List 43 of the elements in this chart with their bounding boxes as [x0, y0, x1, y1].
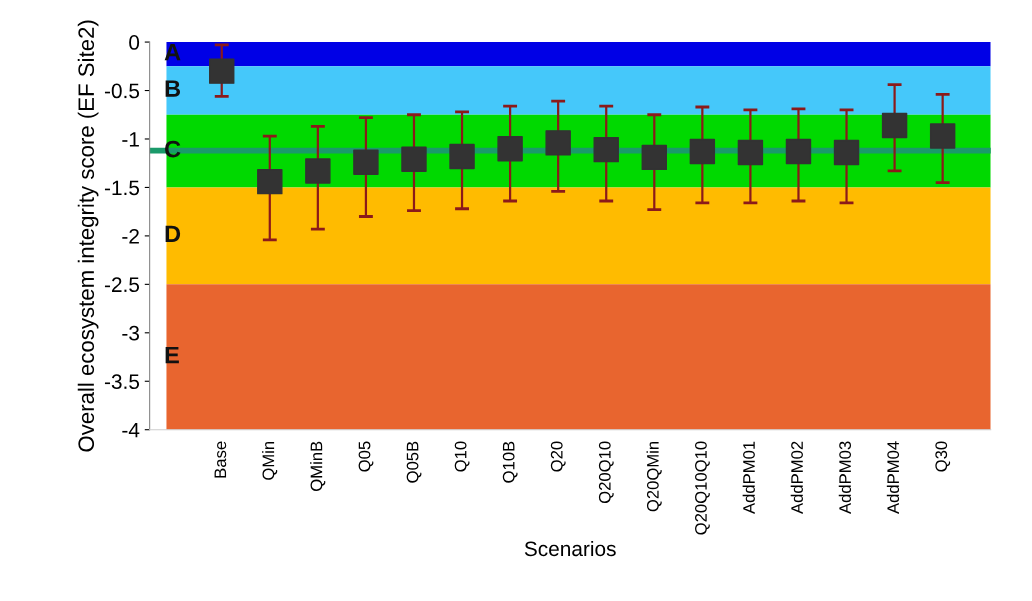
point	[833, 139, 860, 166]
y-tick-label: -2.5	[104, 277, 140, 293]
point	[881, 112, 908, 139]
x-tick-label: Base	[214, 441, 227, 478]
point	[209, 58, 235, 84]
y-tick-label: -4	[122, 422, 140, 438]
x-tick-label: Q20	[550, 441, 566, 472]
y-tick-label: -3.5	[104, 374, 140, 390]
point	[257, 168, 283, 195]
point	[449, 143, 475, 170]
y-tick-label: -3	[122, 325, 139, 341]
x-tick-label: Q20Q10	[598, 441, 614, 504]
point	[497, 135, 523, 162]
point	[353, 149, 379, 175]
x-tick-label: Q20Q10Q10	[695, 441, 710, 535]
point	[545, 130, 571, 156]
point	[929, 123, 956, 149]
x-tick-label: QMin	[262, 441, 278, 480]
x-tick-label: Q30	[935, 441, 951, 472]
point	[401, 146, 427, 173]
y-tick-label: -1	[122, 132, 139, 147]
point	[593, 136, 619, 163]
y-tick-label: -1.5	[104, 180, 140, 196]
x-tick-label: Q20QMin	[646, 441, 662, 512]
point	[689, 138, 716, 165]
x-tick-label: QMinB	[310, 441, 326, 491]
x-tick-label: Q10B	[502, 441, 518, 483]
point	[785, 138, 812, 165]
x-tick-label: AddPM02	[790, 441, 803, 514]
y-tick-label: -2	[122, 228, 139, 244]
point	[305, 158, 331, 184]
x-tick-label: Q05	[358, 441, 374, 472]
x-tick-label: AddPM03	[838, 441, 852, 514]
x-tick-label: Q05B	[406, 441, 422, 483]
x-tick-label: AddPM01	[742, 441, 755, 514]
x-axis-title: Scenarios	[524, 540, 616, 557]
y-tick-label: -0.5	[104, 83, 140, 99]
y-axis-title: Overall ecosystem integrity score (EF Site2)	[77, 20, 99, 452]
point	[737, 139, 764, 166]
x-tick-label: Q10	[454, 441, 470, 472]
y-tick-label: 0	[129, 35, 140, 50]
x-tick-label: AddPM04	[886, 441, 900, 514]
point	[641, 144, 668, 171]
